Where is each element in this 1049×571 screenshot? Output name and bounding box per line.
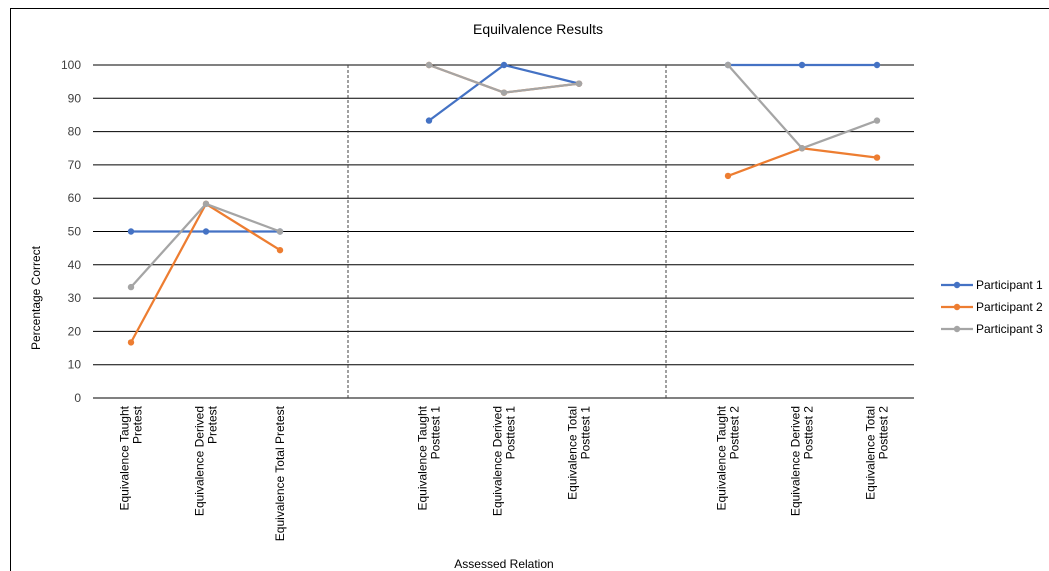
series-3-point-1-2: [202, 200, 210, 208]
series-1-point-3-2: [798, 61, 806, 69]
category-label-2-2-2: Posttest 1: [504, 406, 518, 460]
series-3-point-2-1: [425, 61, 433, 69]
phase-dividers: [347, 65, 667, 398]
legend-label-1: Participant 1: [976, 278, 1043, 292]
category-label-1-2-1: Equivalence Derived: [193, 406, 207, 516]
series-3-point-1-1: [127, 283, 135, 291]
category-label-3-3-2: Posttest 2: [877, 406, 891, 460]
category-label-2-3-2: Posttest 1: [579, 406, 593, 460]
series-lines: [127, 61, 881, 346]
y-tick-label-20: 20: [68, 324, 82, 338]
y-tick-labels: 0 10 20 30 40 50 60 70 80 90 100: [61, 58, 81, 405]
category-label-2-3-1: Equivalence Total: [566, 406, 580, 500]
y-axis-title: Percentage Correct: [29, 245, 43, 350]
chart-frame: [10, 8, 1049, 571]
chart-title: Equilvalence Results: [473, 21, 603, 37]
y-tick-label-60: 60: [68, 191, 82, 205]
y-tick-label-50: 50: [68, 225, 82, 239]
series-3-line-phase-3: [727, 64, 878, 150]
y-tick-label-100: 100: [61, 58, 81, 72]
y-tick-label-40: 40: [68, 258, 82, 272]
series-1-point-2-2: [500, 61, 508, 69]
series-3-point-2-2: [500, 89, 508, 96]
category-label-3-1-1: Equivalence Taught: [715, 405, 729, 510]
y-tick-label-80: 80: [68, 125, 82, 139]
category-label-2-2-1: Equivalence Derived: [491, 406, 505, 516]
series-2-point-1-1: [127, 339, 135, 346]
legend-label-3: Participant 3: [976, 322, 1043, 336]
series-2-point-3-3: [873, 154, 881, 161]
series-2-line-phase-1: [130, 202, 281, 343]
series-2-point-3-1: [724, 172, 732, 180]
category-label-3-1-2: Posttest 2: [728, 406, 742, 460]
category-label-2-1-1: Equivalence Taught: [416, 405, 430, 510]
x-axis-title: Assessed Relation: [454, 557, 553, 571]
y-tick-label-10: 10: [68, 358, 82, 372]
category-label-2-1-2: Posttest 1: [429, 406, 443, 460]
legend-marker-2: [953, 303, 961, 311]
category-label-1-1-1: Equivalence Taught: [118, 405, 132, 510]
legend: Participant 1 Participant 2 Participant 3: [941, 278, 1043, 336]
series-3-point-3-2: [798, 145, 806, 152]
legend-label-2: Participant 2: [976, 300, 1043, 314]
series-3-line-phase-1: [130, 202, 281, 288]
y-tick-label-90: 90: [68, 91, 82, 105]
y-tick-label-70: 70: [68, 158, 82, 172]
category-labels: Equivalence Taught Pretest Equivalence Der…: [118, 405, 891, 541]
category-label-1-3-1: Equivalence Total Pretest: [273, 405, 287, 541]
series-1-point-3-3: [873, 61, 881, 69]
series-1-point-1-2: [202, 228, 210, 235]
series-3-point-1-3: [276, 228, 284, 235]
series-2-point-1-3: [276, 246, 284, 254]
category-label-3-2-2: Posttest 2: [802, 406, 816, 460]
series-3-point-2-3: [575, 80, 583, 87]
category-label-3-2-1: Equivalence Derived: [789, 406, 803, 516]
category-label-1-2-2: Pretest: [206, 405, 220, 444]
category-label-3-3-1: Equivalence Total: [864, 406, 878, 500]
series-3-point-3-1: [724, 61, 732, 69]
series-1-point-1-1: [127, 228, 135, 235]
legend-marker-1: [953, 281, 961, 289]
legend-marker-3: [953, 325, 961, 333]
series-2-line-phase-3: [727, 147, 878, 177]
series-1-point-2-1: [425, 117, 433, 124]
series-3-point-3-3: [873, 117, 881, 124]
category-label-1-1-2: Pretest: [131, 405, 145, 444]
y-tick-label-0: 0: [74, 391, 81, 405]
y-tick-label-30: 30: [68, 291, 82, 305]
